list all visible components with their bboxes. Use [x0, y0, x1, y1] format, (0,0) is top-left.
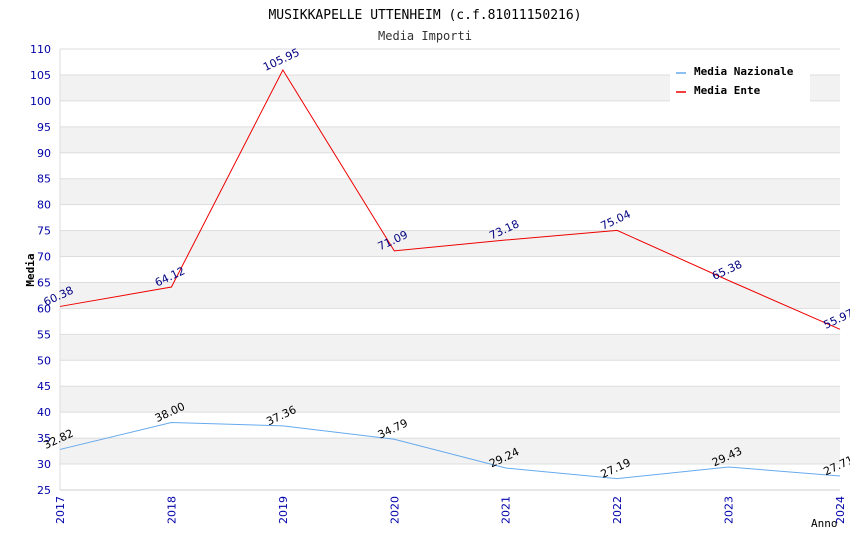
grid-band: [60, 386, 840, 413]
y-tick-label: 95: [37, 121, 51, 134]
y-tick-label: 110: [30, 43, 51, 56]
x-tick-label: 2023: [723, 496, 736, 524]
y-tick-label: 55: [37, 328, 51, 341]
legend-box: [670, 60, 810, 102]
legend: Media Nazionale Media Ente: [670, 60, 810, 102]
y-tick-label: 60: [37, 302, 51, 315]
y-tick-label: 80: [37, 199, 51, 212]
grid-band: [60, 438, 840, 465]
y-tick-label: 70: [37, 251, 51, 264]
y-tick-label: 50: [37, 354, 51, 367]
y-tick-label: 25: [37, 484, 51, 497]
x-tick-label: 2017: [54, 496, 67, 524]
legend-label-nazionale: Media Nazionale: [694, 65, 794, 78]
grid-band: [60, 230, 840, 257]
x-tick-label: 2019: [277, 496, 290, 524]
series-line: [59, 68, 841, 330]
chart-subtitle: Media Importi: [378, 29, 472, 43]
x-axis-ticks: 2017 2018 2019 2020 2021 2022 2023 2024: [54, 496, 847, 524]
y-tick-label: 45: [37, 380, 51, 393]
y-axis-title: Media: [24, 253, 37, 286]
y-tick-label: 65: [37, 276, 51, 289]
data-label: 65.38: [710, 258, 744, 283]
y-tick-label: 105: [30, 69, 51, 82]
data-label: 75.04: [599, 208, 633, 233]
data-label: 105.95: [261, 46, 301, 74]
series-line: [59, 422, 841, 480]
x-tick-label: 2020: [388, 496, 401, 524]
grid-band: [60, 282, 840, 309]
legend-label-ente: Media Ente: [694, 84, 761, 97]
y-tick-label: 35: [37, 432, 51, 445]
x-tick-label: 2024: [834, 496, 847, 524]
grid-band: [60, 178, 840, 205]
grid-bands: [60, 74, 840, 465]
x-tick-label: 2018: [165, 496, 178, 524]
chart-title: MUSIKKAPELLE UTTENHEIM (c.f.81011150216): [268, 8, 581, 23]
grid-band: [60, 126, 840, 153]
x-tick-label: 2022: [611, 496, 624, 524]
y-tick-label: 100: [30, 95, 51, 108]
grid-band: [60, 334, 840, 361]
y-tick-label: 85: [37, 173, 51, 186]
y-tick-label: 40: [37, 406, 51, 419]
x-tick-label: 2021: [500, 496, 513, 524]
y-tick-label: 75: [37, 225, 51, 238]
x-axis-title: Anno: [811, 517, 838, 530]
y-axis-ticks: 25 30 35 40 45 50 55 60 65 70 75 80 85 90 95 100 105 110: [30, 43, 51, 497]
y-tick-label: 90: [37, 147, 51, 160]
y-tick-label: 30: [37, 458, 51, 471]
series-lines: [59, 68, 841, 480]
